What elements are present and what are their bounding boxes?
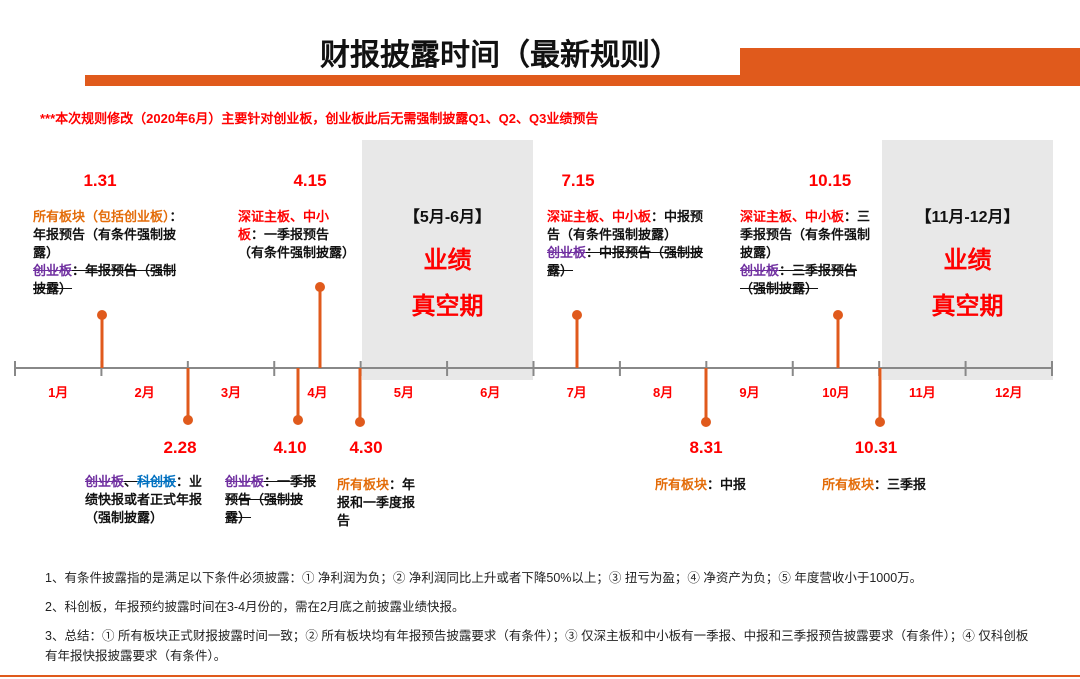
month-label: 10月 (822, 385, 850, 400)
event-paragraph: 深证主板、中小板：一季报预告（有条件强制披露） (238, 208, 355, 262)
event-paragraph: 创业板：三季报预告（强制披露） (740, 262, 882, 298)
text-segment: 创业板 (33, 263, 73, 278)
event-paragraph: 创业板：年报预告（强制披露） (33, 262, 183, 298)
text-segment: ：业绩快报或者正式年报（强制披露） (85, 474, 203, 525)
vacuum-range: 【5月-6月】 (403, 209, 492, 226)
month-label: 9月 (739, 385, 760, 400)
event-date: 4.15 (293, 171, 327, 190)
text-segment: ：年报和一季度报告 (337, 477, 416, 528)
text-segment: 所有板块 (337, 477, 390, 492)
event-text: 创业板、科创板：业绩快报或者正式年报（强制披露） (85, 473, 205, 527)
text-segment: ：中报 (707, 477, 747, 492)
text-segment: 创业板 (225, 474, 265, 489)
text-segment: ：年报预告（强制披露） (33, 263, 177, 296)
event-text: 所有板块：三季报 (822, 476, 942, 494)
event-paragraph: 创业板：中报预告（强制披露） (547, 244, 705, 280)
event-date: 10.15 (808, 171, 852, 190)
month-label: 5月 (393, 385, 414, 400)
text-segment: ：年报预告（有条件强制披露） (33, 209, 183, 260)
event-date: 4.10 (273, 438, 307, 457)
month-label: 12月 (995, 385, 1023, 400)
event-paragraph: 所有板块：年报和一季度报告 (337, 476, 419, 530)
event-paragraph: 深证主板、中小板：中报预告（有条件强制披露） (547, 208, 705, 244)
title: 财报披露时间（最新规则） (320, 39, 680, 72)
text-segment: 深证主板、中小板 (547, 209, 652, 224)
event-text: 所有板块（包括创业板）：年报预告（有条件强制披露） 创业板：年报预告（强制披露） (33, 208, 183, 298)
event-paragraph: 创业板：一季报预告（强制披露） (225, 473, 320, 527)
note: ***本次规则修改（2020年6月）主要针对创业板，创业板此后无需强制披露Q1、… (40, 111, 599, 126)
event-dot (701, 417, 711, 427)
footnote: 3、总结：① 所有板块正式财报披露时间一致；② 所有板块均有年报预告披露要求（有… (45, 629, 1029, 663)
text-segment: ：三季报 (874, 477, 927, 492)
event-date: 7.15 (561, 171, 595, 190)
event-paragraph: 所有板块：中报 (655, 476, 775, 494)
text-segment: 科创板 (137, 474, 177, 489)
month-label: 3月 (220, 385, 242, 400)
event-date: 4.30 (349, 438, 383, 457)
text-segment: 深证主板、中小板 (238, 209, 330, 242)
text-segment: 创业板 (740, 263, 780, 278)
month-label: 11月 (908, 385, 936, 400)
month-label: 7月 (566, 385, 587, 400)
text-segment: ：一季报预告（强制披露） (225, 474, 317, 525)
event-text: 所有板块：年报和一季度报告 (337, 476, 419, 530)
month-label: 8月 (652, 385, 674, 400)
text-segment: ：中报预告（有条件强制披露） (547, 209, 704, 242)
vacuum-shade (362, 140, 533, 380)
event-dot (833, 310, 843, 320)
vacuum-shade (882, 140, 1053, 380)
title-bar (85, 75, 1080, 86)
vacuum-label: 真空期 (931, 293, 1004, 320)
event-date: 10.31 (854, 438, 898, 457)
event-paragraph: 创业板、科创板：业绩快报或者正式年报（强制披露） (85, 473, 205, 527)
text-segment: ：一季报预告（有条件强制披露） (238, 227, 356, 260)
footnote: 1、有条件披露指的是满足以下条件必须披露：① 净利润为负；② 净利润同比上升或者… (45, 571, 923, 585)
event-text: 深证主板、中小板：一季报预告（有条件强制披露） (238, 208, 355, 262)
text-segment: 所有板块（包括创业板） (33, 209, 170, 224)
text-segment: ：中报预告（强制披露） (547, 245, 704, 278)
month-label: 4月 (307, 385, 328, 400)
month-label: 2月 (134, 385, 155, 400)
event-paragraph: 所有板块：三季报 (822, 476, 942, 494)
event-paragraph: 深证主板、中小板：三季报预告（有条件强制披露） (740, 208, 882, 262)
event-dot (355, 417, 365, 427)
event-text: 所有板块：中报 (655, 476, 775, 494)
event-dot (97, 310, 107, 320)
event-text: 深证主板、中小板：三季报预告（有条件强制披露） 创业板：三季报预告（强制披露） (740, 208, 882, 298)
month-label: 6月 (480, 385, 501, 400)
event-paragraph: 所有板块（包括创业板）：年报预告（有条件强制披露） (33, 208, 183, 262)
text-segment: ：三季报预告（强制披露） (740, 263, 858, 296)
vacuum-range: 【11月-12月】 (915, 209, 1020, 226)
event-dot (875, 417, 885, 427)
event-dot (183, 415, 193, 425)
event-dot (293, 415, 303, 425)
vacuum-label: 业绩 (423, 247, 472, 274)
event-date: 1.31 (83, 171, 117, 190)
event-text: 深证主板、中小板：中报预告（有条件强制披露） 创业板：中报预告（强制披露） (547, 208, 705, 280)
text-segment: 、 (124, 474, 138, 489)
footnote: 2、科创板，年报预约披露时间在3-4月份的，需在2月底之前披露业绩快报。 (45, 600, 465, 614)
month-label: 1月 (48, 385, 69, 400)
event-dot (572, 310, 582, 320)
event-date: 2.28 (163, 438, 197, 457)
title-bar-block (740, 48, 1080, 86)
vacuum-label: 业绩 (943, 247, 992, 274)
text-segment: 所有板块 (822, 477, 875, 492)
text-segment: ：三季报预告（有条件强制披露） (740, 209, 871, 260)
event-text: 创业板：一季报预告（强制披露） (225, 473, 320, 527)
text-segment: 深证主板、中小板 (740, 209, 845, 224)
text-segment: 创业板 (547, 245, 587, 260)
text-segment: 所有板块 (655, 477, 708, 492)
text-segment: 创业板 (85, 474, 125, 489)
event-dot (315, 282, 325, 292)
event-date: 8.31 (689, 438, 723, 457)
vacuum-label: 真空期 (411, 293, 484, 320)
